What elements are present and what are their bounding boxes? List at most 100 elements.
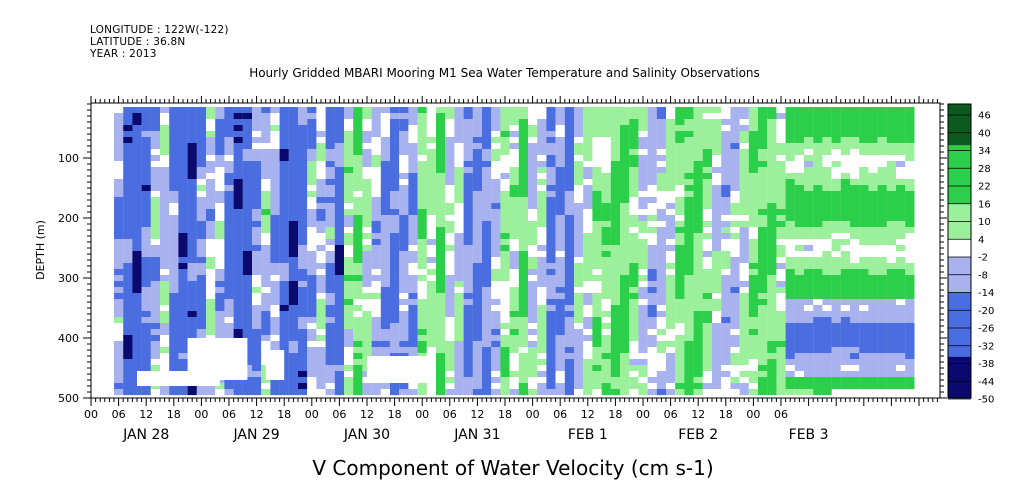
heatmap-cell [252, 215, 262, 222]
heatmap-cell [693, 191, 703, 198]
heatmap-cell [721, 227, 731, 234]
heatmap-cell [684, 221, 694, 228]
heatmap-cell [279, 299, 289, 306]
heatmap-cell [730, 161, 740, 168]
heatmap-cell [353, 233, 363, 240]
heatmap-cell [629, 335, 639, 342]
heatmap-cell [187, 167, 197, 174]
heatmap-cell [298, 335, 308, 342]
heatmap-cell [684, 353, 694, 360]
heatmap-cell [509, 311, 519, 318]
heatmap-cell [454, 323, 464, 330]
heatmap-cell [528, 155, 538, 162]
heatmap-cell [684, 149, 694, 156]
heatmap-cell [601, 113, 611, 120]
heatmap-cell [656, 185, 667, 192]
heatmap-cell [776, 275, 786, 282]
heatmap-cell [390, 149, 400, 156]
heatmap-cell [436, 137, 446, 144]
heatmap-cell [877, 335, 887, 342]
heatmap-cell [684, 185, 694, 192]
heatmap-cell [886, 137, 897, 144]
heatmap-cell [132, 257, 142, 264]
heatmap-cell [509, 269, 519, 276]
heatmap-cell [178, 233, 188, 240]
heatmap-cell [748, 269, 759, 276]
heatmap-cell [905, 155, 915, 162]
colorbar-tick-label: 22 [978, 182, 991, 193]
heatmap-cell [758, 197, 768, 204]
heatmap-cell [638, 245, 648, 252]
colorbar-swatch [948, 292, 971, 299]
heatmap-cell [813, 131, 823, 138]
heatmap-cell [656, 155, 667, 162]
heatmap-cell [298, 167, 308, 174]
heatmap-cell [288, 221, 299, 228]
heatmap-cell [693, 113, 703, 120]
heatmap-cell [822, 197, 832, 204]
heatmap-cell [656, 107, 667, 114]
heatmap-cell [629, 161, 639, 168]
heatmap-cell [417, 311, 427, 318]
heatmap-cell [114, 167, 124, 174]
heatmap-cell [877, 203, 887, 210]
heatmap-cell [518, 155, 529, 162]
heatmap-cell [785, 335, 795, 342]
heatmap-cell [647, 329, 657, 336]
heatmap-cell [252, 179, 262, 186]
colorbar-swatch [948, 256, 971, 264]
heatmap-cell [877, 125, 887, 132]
heatmap-cell [196, 155, 207, 162]
heatmap-cell [758, 389, 768, 396]
heatmap-cell [804, 293, 814, 300]
heatmap-cell [344, 119, 354, 126]
heatmap-cell [445, 239, 455, 246]
heatmap-cell [748, 311, 759, 318]
heatmap-cell [896, 209, 906, 216]
heatmap-cell [472, 197, 483, 204]
heatmap-cell [288, 173, 299, 180]
heatmap-cell [574, 389, 584, 396]
heatmap-cell [721, 221, 731, 228]
heatmap-cell [509, 233, 519, 240]
heatmap-cell [537, 359, 547, 366]
heatmap-cell [528, 245, 538, 252]
colorbar-swatch [948, 356, 971, 364]
heatmap-cell [380, 305, 391, 312]
heatmap-cell [178, 125, 188, 132]
heatmap-cell [610, 173, 621, 180]
heatmap-cell [656, 167, 667, 174]
x-hour-tick-label: 12 [691, 408, 705, 421]
heatmap-cell [454, 329, 464, 336]
heatmap-cell [840, 137, 851, 144]
heatmap-cell [270, 119, 280, 126]
heatmap-cell [196, 149, 207, 156]
heatmap-cell [840, 227, 851, 234]
heatmap-cell [629, 281, 639, 288]
heatmap-cell [316, 275, 326, 282]
heatmap-cell [160, 119, 170, 126]
heatmap-cell [675, 311, 685, 318]
heatmap-cell [132, 131, 142, 138]
heatmap-cell [592, 191, 602, 198]
heatmap-cell [583, 383, 593, 390]
heatmap-cell [583, 119, 593, 126]
heatmap-cell [325, 227, 335, 234]
heatmap-cell [426, 329, 437, 336]
heatmap-cell [307, 239, 317, 246]
heatmap-cell [298, 131, 308, 138]
colorbar-swatch [948, 245, 971, 252]
heatmap-cell [500, 113, 510, 120]
heatmap-cell [638, 185, 648, 192]
heatmap-cell [380, 293, 391, 300]
heatmap-cell [215, 239, 225, 246]
heatmap-cell [150, 167, 161, 174]
heatmap-cell [353, 377, 363, 384]
heatmap-cell [767, 329, 777, 336]
heatmap-cell [712, 125, 722, 132]
heatmap-cell [509, 191, 519, 198]
heatmap-cell [169, 341, 179, 348]
heatmap-cell [408, 125, 418, 132]
heatmap-cell [463, 221, 473, 228]
heatmap-cell [767, 179, 777, 186]
